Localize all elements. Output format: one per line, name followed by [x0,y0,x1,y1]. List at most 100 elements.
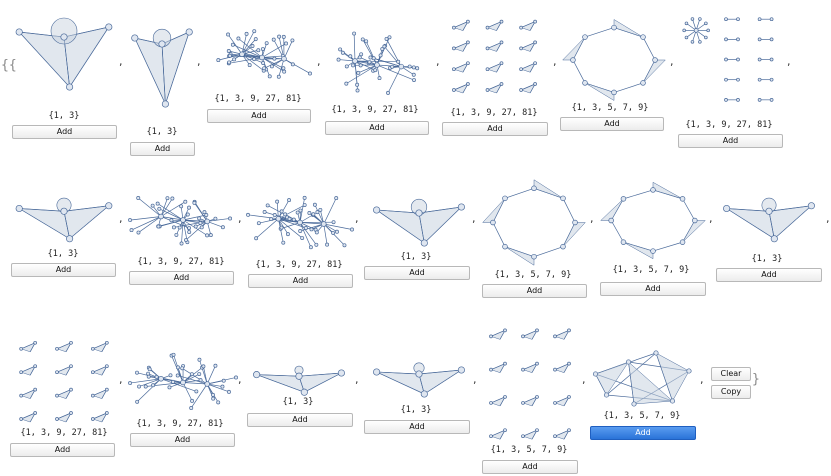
graph-node [211,392,215,397]
graph-node [90,370,95,375]
graph-edge [346,64,378,84]
sep-17: , [473,373,477,386]
graph-edge [278,204,305,220]
graph-node [156,224,161,229]
graph-node [355,82,360,87]
graph-node [236,36,241,41]
graph-node [337,369,345,377]
graph-node [724,57,728,62]
graph-node [769,17,774,22]
graph-edge [520,62,536,70]
graph-edge [227,34,243,55]
graph-node [533,61,537,66]
graph-edge [768,211,775,239]
graph-node [137,384,142,389]
graph-node [553,334,557,339]
graph-node [90,346,95,351]
graph-edge [768,205,812,212]
graph-node [295,372,303,380]
add-button[interactable]: Add [482,460,578,474]
graph-node [171,352,176,357]
graph-caption: {1, 3, 9, 27, 81} [136,419,224,429]
graph-node [373,368,381,376]
graph-node [158,213,164,220]
graph-node [382,44,387,49]
graph-edge [278,218,306,229]
graph-edge [19,208,70,240]
add-button[interactable]: Add [11,263,116,277]
graph-node [174,232,179,237]
add-button[interactable]: Add [716,268,822,282]
add-button[interactable]: Add [12,125,117,139]
graph-edge [56,412,72,420]
graph-node [172,225,176,230]
graph-edge [283,40,293,59]
graph-image [682,17,774,102]
graph-node [396,59,401,64]
add-button[interactable]: Add [248,274,353,288]
sep-15: , [238,373,242,386]
add-button[interactable]: Add [590,426,696,440]
graph-edge [241,53,264,71]
graph-node [535,428,539,433]
graph-edge [354,60,399,63]
graph-edge [522,330,538,337]
graph-node [620,239,627,245]
graph-edge [554,429,570,437]
graph-caption: {1, 3, 5, 7, 9} [603,411,681,421]
graph-edge [160,201,186,217]
graph-edge [182,214,207,221]
graph-node [356,70,361,75]
sep-12: , [709,212,713,225]
graph-edge [129,216,162,221]
graph-node [184,238,188,242]
graph-node [105,202,113,210]
graph-node [220,384,225,389]
graph-node [213,216,218,221]
graph-node [457,203,465,211]
graph-node [151,383,156,388]
graph-edge [63,36,70,88]
add-button[interactable]: Add [560,117,664,131]
copy-button[interactable]: Copy [711,385,751,399]
add-button[interactable]: Add [364,266,470,280]
graph-node [679,239,686,245]
add-button[interactable]: Add [130,142,195,156]
graph-node [60,33,68,41]
graph-node [485,46,490,51]
graph-edge [160,198,173,217]
add-button[interactable]: Add [207,109,311,123]
graph-node [69,364,73,369]
graph-node [281,34,286,39]
add-button[interactable]: Add [600,282,706,296]
add-button[interactable]: Add [678,134,783,148]
graph-edge [19,208,65,212]
graph-face [584,82,615,101]
graph-node [227,389,231,394]
graph-node [736,17,740,22]
graph-node [291,217,296,222]
add-button[interactable]: Add [130,433,235,447]
graph-node [261,61,266,65]
add-button[interactable]: Add [129,271,234,285]
graph-edge [418,206,462,214]
add-button[interactable]: Add [482,284,587,298]
graph-face [562,222,586,247]
graph-caption: {1, 3} [282,397,314,407]
graph-edge [161,43,166,105]
graph-node [706,28,710,33]
clear-button[interactable]: Clear [711,367,751,381]
add-button[interactable]: Add [364,420,470,434]
graph-node [104,411,109,415]
add-button[interactable]: Add [325,121,429,135]
graph-edge [774,205,812,240]
graph-node [420,390,428,398]
add-button[interactable]: Add [442,122,548,136]
add-button[interactable]: Add [247,413,353,427]
graph-node [262,210,267,214]
graph-node [232,57,237,62]
add-button[interactable]: Add [10,443,115,457]
graph-edge [258,218,279,224]
graph-node [169,218,174,223]
graph-node [377,76,382,81]
